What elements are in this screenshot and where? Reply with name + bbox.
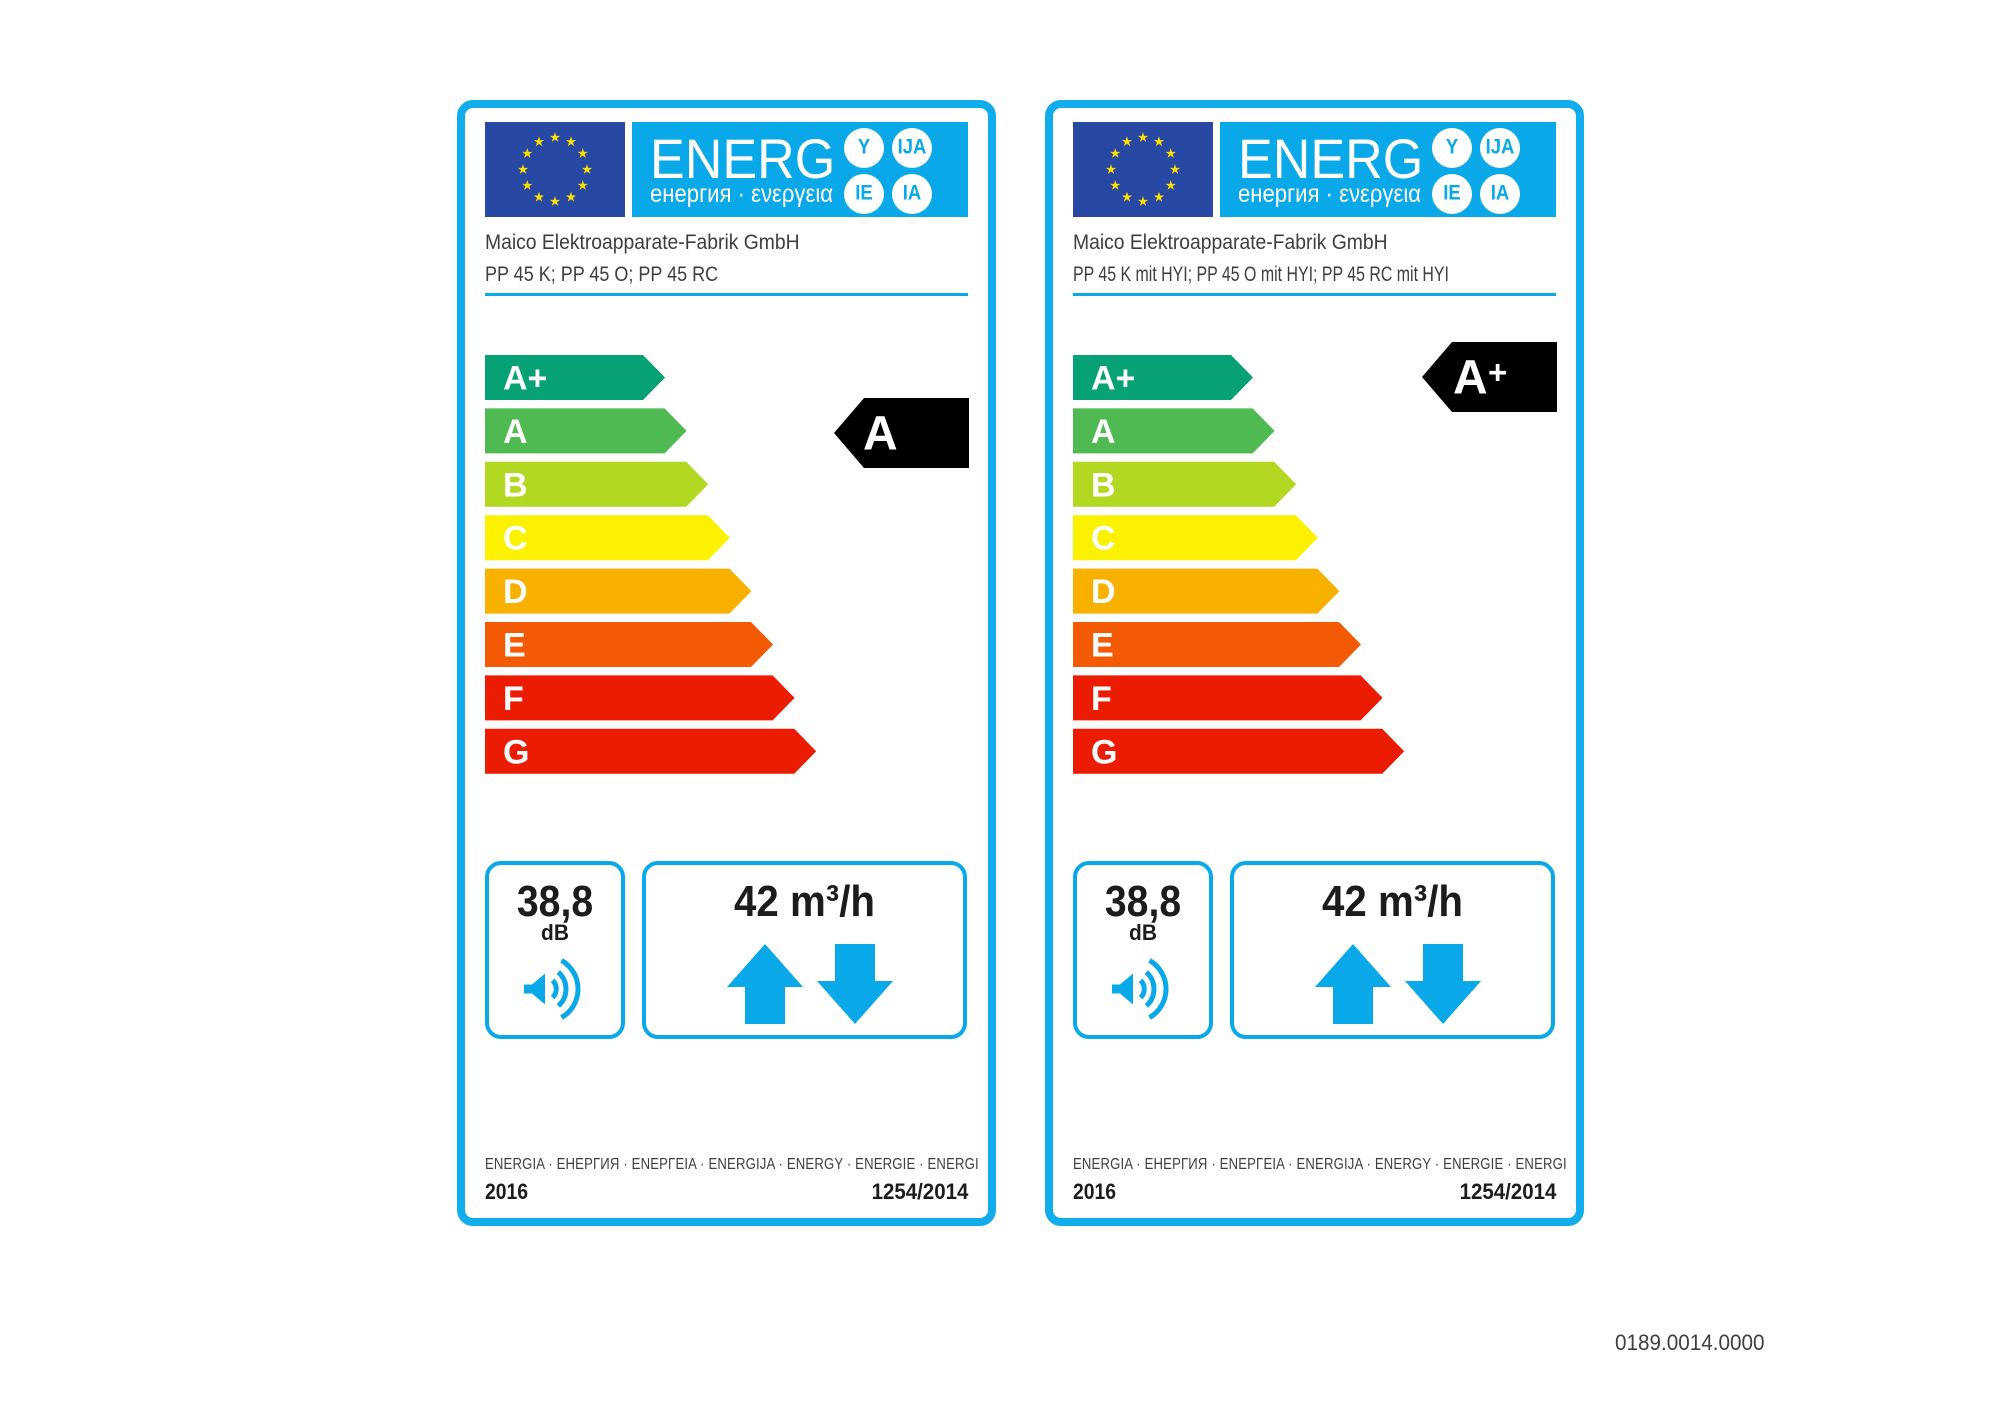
svg-text:F: F [503, 680, 524, 718]
svg-text:A: A [863, 408, 898, 461]
svg-text:C: C [503, 520, 528, 558]
svg-text:A: A [503, 413, 528, 451]
svg-text:A+: A+ [503, 360, 547, 398]
svg-text:D: D [1091, 573, 1116, 611]
svg-text:G: G [1091, 733, 1117, 771]
svg-text:A: A [1453, 352, 1488, 405]
svg-text:B: B [1091, 466, 1116, 504]
svg-text:E: E [1091, 627, 1114, 665]
svg-text:G: G [503, 733, 529, 771]
svg-text:+: + [1488, 354, 1507, 391]
svg-text:B: B [503, 466, 528, 504]
svg-text:D: D [503, 573, 528, 611]
svg-text:A: A [1091, 413, 1116, 451]
svg-text:A+: A+ [1091, 360, 1135, 398]
svg-text:C: C [1091, 520, 1116, 558]
svg-text:E: E [503, 627, 526, 665]
svg-text:F: F [1091, 680, 1112, 718]
